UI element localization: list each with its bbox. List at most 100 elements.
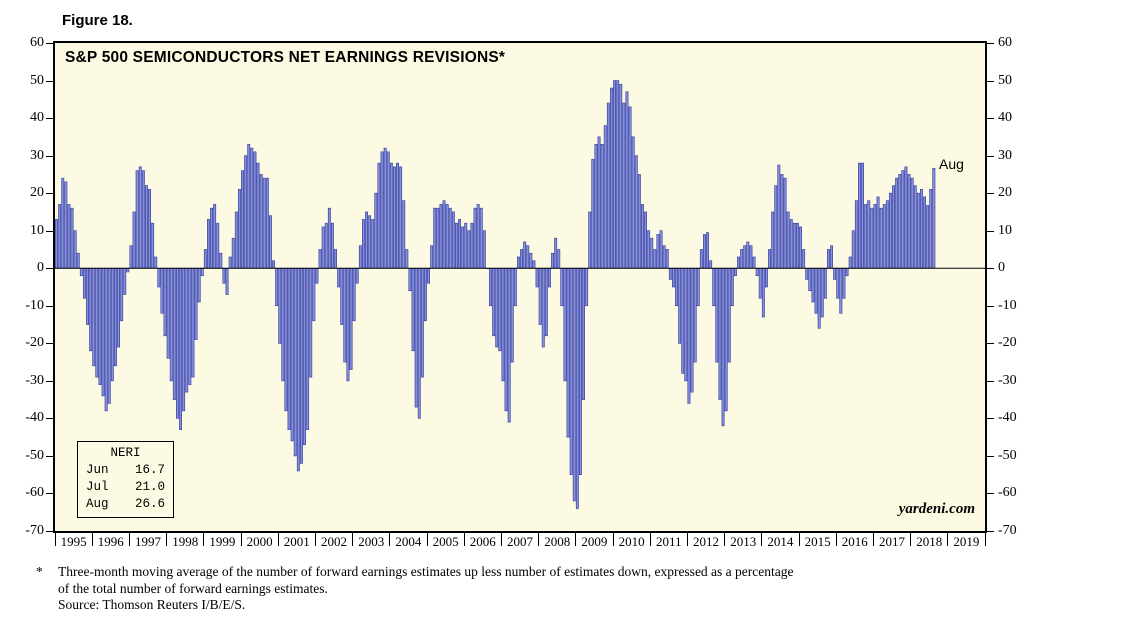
bar (163, 267, 167, 337)
bar (188, 267, 192, 385)
plot-frame: S&P 500 SEMICONDUCTORS NET EARNINGS REVI… (53, 41, 987, 533)
x-tick-label: 2016 (841, 534, 868, 549)
bar (216, 222, 220, 269)
bar (262, 177, 266, 269)
x-tick-mark (872, 533, 874, 546)
bar (712, 267, 716, 307)
y-tick-mark-left (46, 268, 53, 270)
watermark: yardeni.com (898, 501, 975, 517)
bar (662, 245, 666, 269)
x-tick-label: 2014 (767, 534, 794, 549)
bar (296, 267, 300, 472)
bar (392, 166, 396, 269)
y-tick-mark-right (987, 418, 994, 420)
y-tick-label-right: 10 (998, 222, 1012, 238)
y-tick-label-left: 40 (30, 110, 44, 126)
bar (851, 230, 855, 269)
x-tick-label: 2001 (283, 534, 310, 549)
bar (513, 267, 517, 307)
bars-canvas (55, 80, 985, 509)
bar (594, 144, 598, 269)
bar (86, 267, 89, 325)
chart-title: S&P 500 SEMICONDUCTORS NET EARNINGS REVI… (65, 49, 506, 66)
bar (454, 222, 458, 269)
bar (892, 185, 895, 269)
bar (919, 189, 923, 269)
bar (234, 211, 238, 269)
bar (290, 267, 294, 442)
x-tick-label: 2003 (358, 534, 385, 549)
bar (721, 267, 725, 427)
bar (470, 222, 474, 269)
x-tick-label: 1995 (60, 534, 87, 549)
x-tick-mark (240, 533, 242, 546)
x-tick-label: 2000 (246, 534, 273, 549)
bar (275, 267, 279, 307)
legend-row: Jul 21.0 (78, 479, 173, 496)
bar (479, 207, 483, 269)
y-tick-label-right: -40 (998, 410, 1017, 426)
bar (597, 136, 601, 269)
bar (166, 267, 170, 359)
bar (473, 207, 477, 269)
y-tick-mark-left (46, 43, 53, 44)
bar (154, 256, 158, 269)
x-tick-label: 2002 (320, 534, 347, 549)
bar (306, 267, 310, 430)
bar (709, 260, 713, 269)
bar (913, 185, 917, 269)
bar (833, 267, 837, 280)
footnote: * Three-month moving average of the numb… (36, 564, 1096, 614)
bar (740, 249, 744, 269)
bar (547, 267, 551, 288)
bar (715, 267, 719, 363)
x-tick-label: 2011 (656, 534, 682, 549)
bar (104, 267, 108, 412)
bar (870, 207, 874, 269)
bar (724, 267, 728, 412)
bar (197, 267, 201, 303)
last-bar-annotation: Aug (939, 156, 964, 172)
y-tick-mark-right (987, 155, 994, 157)
bar (696, 267, 700, 307)
y-tick-label-right: 40 (998, 110, 1012, 126)
bar (845, 267, 849, 277)
x-tick-mark (500, 533, 502, 546)
bar (330, 222, 334, 269)
bar (324, 222, 328, 269)
bar (650, 237, 654, 269)
bar (423, 267, 427, 322)
bar (606, 102, 610, 269)
bar (569, 267, 573, 475)
bar (70, 207, 74, 269)
bar (861, 162, 864, 269)
bar (532, 260, 536, 269)
footnote-line2: of the total number of forward earnings … (58, 580, 328, 596)
x-tick-label: 2009 (581, 534, 608, 549)
bar (904, 166, 908, 269)
bar (489, 267, 492, 307)
bar (774, 185, 778, 269)
bar (609, 87, 613, 269)
legend-row-month: Aug (86, 497, 109, 511)
bar (225, 267, 229, 295)
bar (340, 267, 344, 325)
x-tick-mark (463, 533, 465, 546)
bar (706, 232, 709, 269)
y-tick-label-left: 60 (30, 35, 44, 50)
bar (132, 211, 136, 269)
bar (743, 245, 747, 269)
bar (439, 204, 443, 269)
bar (58, 204, 62, 269)
y-tick-mark-right (987, 230, 994, 232)
bar (777, 164, 781, 269)
bar (817, 267, 821, 329)
y-tick-label-right: 60 (998, 35, 1012, 50)
y-tick-label-left: -30 (25, 372, 44, 388)
bar (507, 267, 511, 423)
bar (830, 245, 833, 269)
bar (358, 245, 362, 269)
bar (634, 155, 638, 269)
x-tick-label: 2004 (395, 534, 422, 549)
y-tick-mark-right (987, 118, 994, 120)
